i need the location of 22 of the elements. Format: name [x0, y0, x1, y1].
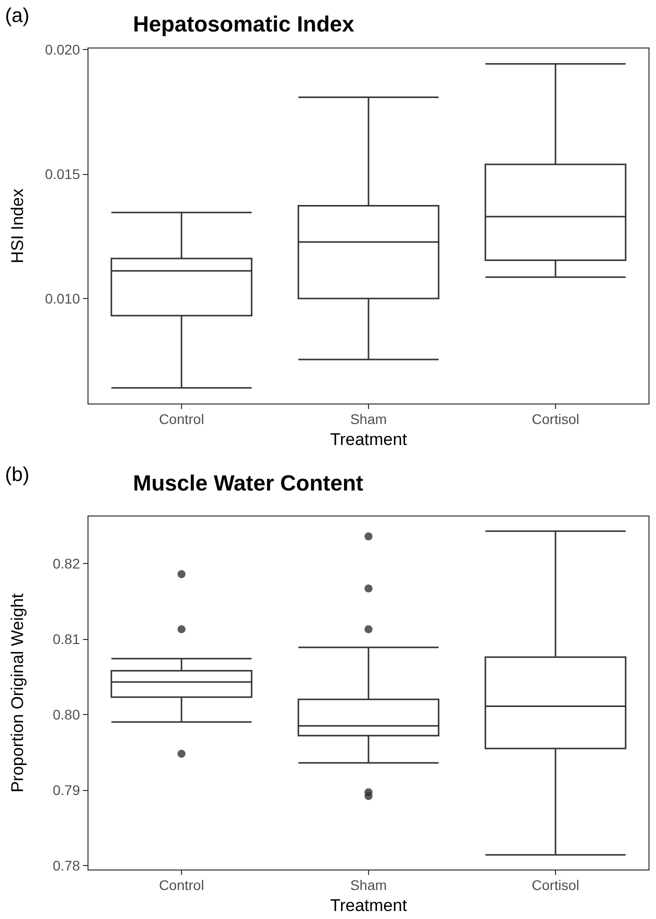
x-tick-label: Sham: [350, 877, 387, 893]
x-tick-label: Sham: [350, 411, 387, 427]
y-tick-label: 0.80: [52, 706, 80, 723]
y-axis-title: HSI Index: [8, 188, 27, 264]
x-tick-label: Cortisol: [532, 877, 580, 893]
y-tick-label: 0.79: [52, 782, 80, 798]
y-tick-label: 0.010: [44, 290, 80, 307]
y-tick-label: 0.82: [52, 556, 80, 572]
x-axis-title: Treatment: [330, 430, 408, 449]
text: (b): [5, 464, 30, 486]
chart-title: Muscle Water Content: [133, 470, 364, 496]
y-tick-label: 0.78: [52, 857, 80, 874]
y-axis-title: Proportion Original Weight: [8, 593, 27, 793]
chart-title: Hepatosomatic Index: [133, 12, 356, 36]
x-tick-label: Control: [158, 877, 204, 893]
x-tick-label: Control: [158, 411, 204, 427]
x-tick-label: Cortisol: [532, 411, 580, 427]
y-tick-label: 0.015: [44, 166, 80, 182]
y-tick-label: 0.020: [44, 42, 80, 58]
text: (a): [5, 5, 30, 27]
x-axis-title: Treatment: [330, 896, 408, 915]
y-tick-label: 0.81: [52, 631, 80, 648]
